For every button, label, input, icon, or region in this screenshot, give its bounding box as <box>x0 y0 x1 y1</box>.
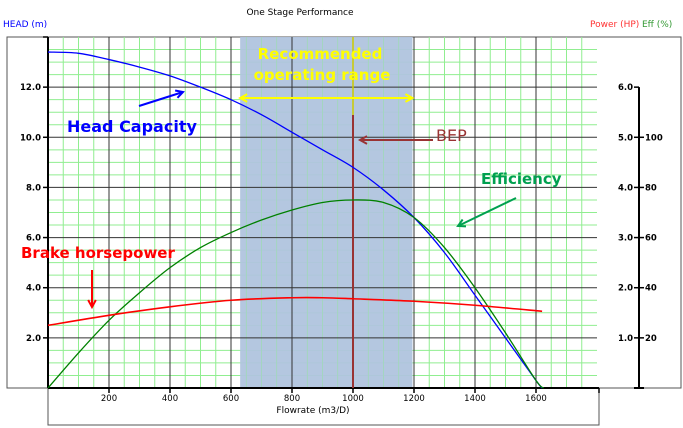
x-axis-label: Flowrate (m3/D) <box>276 406 349 416</box>
y-left-tick-label: 2.0 <box>26 334 41 344</box>
y-eff-tick-label: 40 <box>645 284 657 294</box>
x-tick-label: 1000 <box>342 394 364 404</box>
y-power-label: Power (HP) <box>590 20 639 30</box>
y-power-tick-label: 4.0 <box>618 183 633 193</box>
recommended-range-band <box>240 37 413 388</box>
efficiency-arrow-head <box>456 218 467 228</box>
series-head-line <box>47 51 543 389</box>
x-tick-label: 800 <box>284 394 300 404</box>
y-eff-label: Eff (%) <box>642 20 672 30</box>
y-power-tick-label: 2.0 <box>618 284 633 294</box>
y-left-label: HEAD (m) <box>3 20 47 30</box>
y-left-tick-label: 6.0 <box>26 234 41 244</box>
efficiency-arrow <box>457 197 517 227</box>
y-eff-tick-label: 60 <box>645 234 657 244</box>
range-arrow-head <box>404 93 415 103</box>
x-tick-label: 1400 <box>464 394 486 404</box>
annotation-head-capacity: Head Capacity <box>67 117 197 136</box>
y-eff-tick-label: 80 <box>645 183 657 193</box>
y-left-tick-label: 4.0 <box>26 284 41 294</box>
x-tick-label: 600 <box>223 394 239 404</box>
bep-arrow-head <box>357 135 368 145</box>
annotation-efficiency: Efficiency <box>481 170 562 188</box>
brake-hp-arrow-head <box>87 299 97 310</box>
head-capacity-arrow <box>138 91 184 107</box>
y-left-tick-label: 8.0 <box>26 183 41 193</box>
annotation-recommended-2: operating range <box>254 66 391 84</box>
chart-title: One Stage Performance <box>246 8 354 18</box>
range-arrow-head <box>238 93 248 103</box>
y-power-tick-label: 5.0 <box>618 133 633 143</box>
annotation-recommended-1: Recommended <box>258 45 383 63</box>
x-tick-label: 1200 <box>403 394 425 404</box>
y-power-tick-label: 1.0 <box>618 334 633 344</box>
y-eff-tick-label: 100 <box>645 133 663 143</box>
series-efficiency-line <box>47 199 545 389</box>
y-power-tick-label: 6.0 <box>618 83 633 93</box>
head-capacity-arrow-head <box>174 89 185 99</box>
annotation-brake-hp: Brake horsepower <box>21 244 175 262</box>
series-power-line <box>47 296 543 327</box>
y-left-tick-label: 10.0 <box>20 133 41 143</box>
x-tick-label: 200 <box>101 394 117 404</box>
y-left-tick-label: 12.0 <box>20 83 41 93</box>
x-tick-label: 1600 <box>525 394 547 404</box>
annotation-bep: BEP <box>436 126 467 145</box>
x-tick-label: 400 <box>162 394 178 404</box>
y-power-tick-label: 3.0 <box>618 234 633 244</box>
y-eff-tick-label: 20 <box>645 334 657 344</box>
